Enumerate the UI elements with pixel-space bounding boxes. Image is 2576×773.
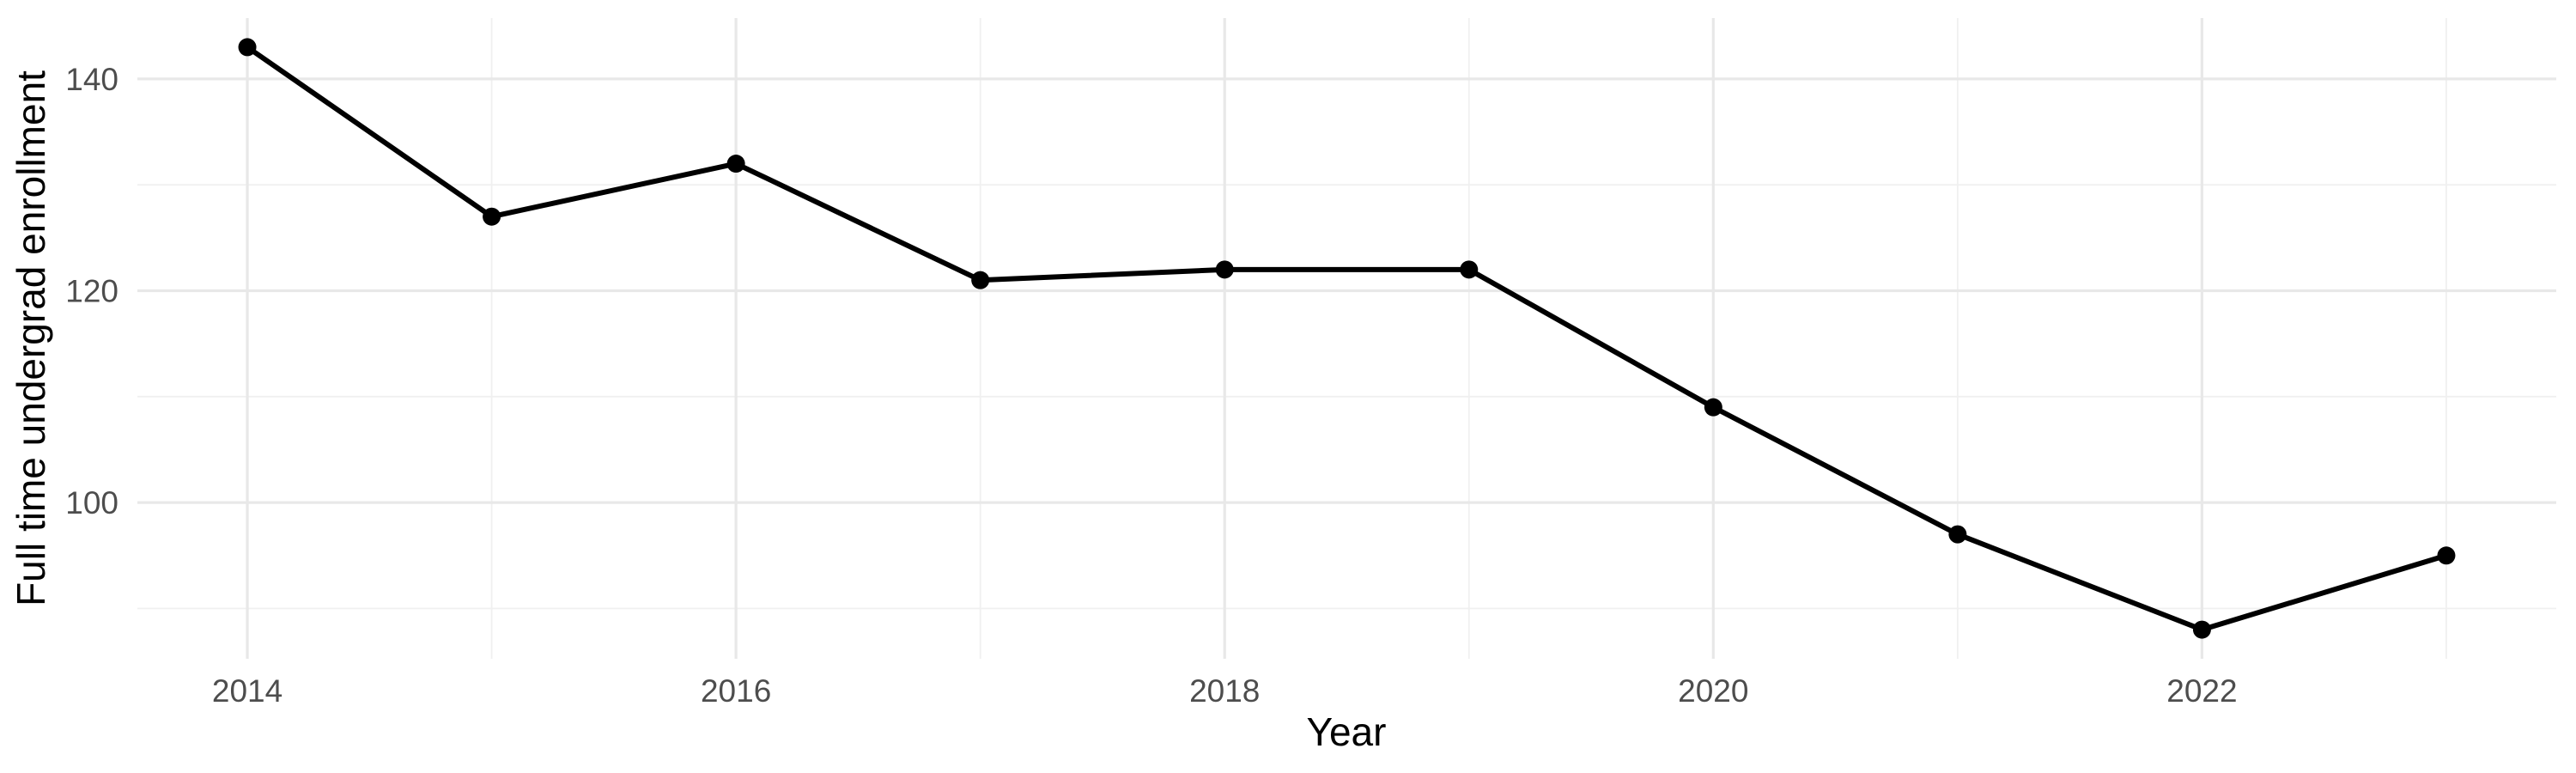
- data-point: [483, 207, 501, 226]
- major-gridlines: [137, 18, 2556, 659]
- data-point: [971, 271, 990, 289]
- x-tick-label: 2014: [212, 673, 283, 709]
- x-tick-label: 2018: [1189, 673, 1260, 709]
- data-point: [726, 155, 745, 173]
- data-point: [1460, 260, 1479, 279]
- y-tick-label: 140: [65, 62, 118, 97]
- series-line: [246, 45, 2447, 633]
- data-point: [1704, 398, 1722, 417]
- x-tick-label: 2022: [2166, 673, 2237, 709]
- x-axis-title: Year: [1307, 709, 1387, 754]
- x-tick-label: 2016: [701, 673, 771, 709]
- data-point: [1215, 260, 1234, 279]
- data-point: [2437, 546, 2456, 565]
- axis-tick-labels: 2014 2016 2018 2020 2022 100 120 140: [65, 62, 2237, 709]
- data-point: [238, 38, 257, 57]
- data-point: [1948, 525, 1967, 544]
- y-tick-label: 100: [65, 485, 118, 520]
- data-series: [238, 38, 2456, 639]
- data-point: [2192, 620, 2211, 639]
- x-tick-label: 2020: [1678, 673, 1748, 709]
- y-axis-title: Full time undergrad enrollment: [9, 70, 53, 606]
- y-tick-label: 120: [65, 274, 118, 309]
- minor-gridlines: [137, 18, 2556, 659]
